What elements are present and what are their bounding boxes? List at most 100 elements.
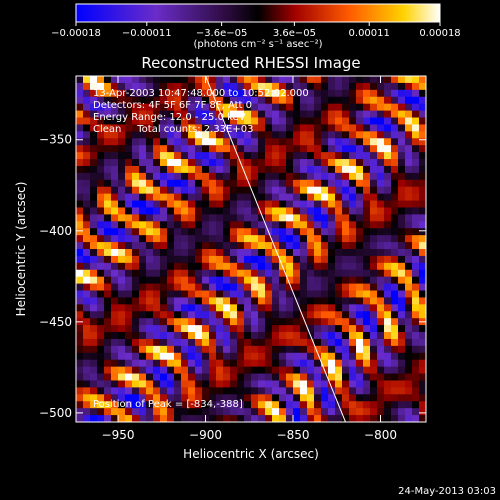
heatmap-cell [111,415,119,422]
heatmap-cell [139,297,147,305]
heatmap-cell [125,221,133,229]
heatmap-cell [125,283,133,292]
heatmap-cell [125,152,133,160]
heatmap-cell [258,214,266,222]
heatmap-cell [391,179,399,188]
heatmap-cell [258,117,266,126]
heatmap-cell [111,269,119,278]
heatmap-cell [370,283,378,292]
heatmap-cell [419,408,426,416]
heatmap-cell [244,207,252,215]
heatmap-cell [335,318,343,326]
heatmap-cell [412,103,420,112]
heatmap-cell [363,200,371,209]
heatmap-cell [209,269,217,278]
heatmap-cell [237,332,245,340]
heatmap-cell [363,242,371,250]
heatmap-cell [363,103,371,112]
heatmap-cell [90,186,98,195]
heatmap-cell [356,318,364,326]
heatmap-cell [300,200,308,209]
heatmap-cell [209,290,217,299]
heatmap-cell [104,415,112,422]
heatmap-cell [237,172,245,181]
heatmap-cell [160,332,168,340]
heatmap-cell [174,304,182,312]
heatmap-cell [83,89,91,98]
heatmap-cell [160,352,168,361]
heatmap-cell [125,415,133,422]
heatmap-cell [160,276,168,285]
heatmap-cell [153,172,161,181]
heatmap-cell [356,311,364,319]
heatmap-cell [237,214,245,222]
heatmap-cell [265,262,273,271]
annotation-energy: Energy Range: 12.0 - 25.0 keV [93,112,246,123]
heatmap-cell [83,352,91,361]
heatmap-cell [237,138,245,146]
heatmap-cell [377,207,385,215]
heatmap-cell [223,221,231,229]
heatmap-cell [118,394,126,402]
heatmap-cell [307,152,315,160]
heatmap-cell [160,415,168,422]
heatmap-cell [300,276,308,285]
heatmap-cell [307,124,315,132]
heatmap-cell [230,76,238,84]
heatmap-cell [146,138,154,146]
heatmap-cell [356,242,364,250]
heatmap-cell [398,249,406,257]
heatmap-cell [146,332,154,340]
heatmap-cell [370,297,378,305]
heatmap-cell [230,290,238,299]
heatmap-cell [111,207,119,215]
heatmap-cell [398,394,406,402]
heatmap-cell [265,318,273,326]
heatmap-cell [321,269,329,278]
heatmap-cell [167,338,175,347]
heatmap-cell [363,269,371,278]
heatmap-cell [104,359,112,368]
heatmap-cell [405,345,413,354]
heatmap-cell [370,352,378,361]
heatmap-cell [356,387,364,395]
heatmap-cell [398,159,406,167]
heatmap-cell [111,345,119,354]
heatmap-cell [349,207,357,215]
heatmap-cell [209,200,217,209]
heatmap-cell [286,283,294,292]
heatmap-cell [349,276,357,285]
heatmap-cell [307,165,315,174]
heatmap-cell [356,283,364,292]
heatmap-cell [279,269,287,278]
heatmap-cell [230,228,238,236]
heatmap-cell [412,345,420,354]
heatmap-cell [370,290,378,299]
heatmap-cell [398,152,406,160]
heatmap-cell [419,262,426,271]
heatmap-cell [76,103,84,112]
heatmap-cell [307,318,315,326]
heatmap-cell [342,200,350,209]
heatmap-cell [356,235,364,243]
heatmap-cell [307,89,315,98]
heatmap-cell [370,338,378,347]
heatmap-cell [118,131,126,139]
heatmap-cell [181,89,189,98]
heatmap-cell [139,117,147,126]
heatmap-cell [97,124,105,132]
heatmap-cell [174,235,182,243]
heatmap-cell [90,228,98,236]
heatmap-cell [139,325,147,333]
axis-ticks: −950 −900 −850 −800−350−400−450−500 [39,76,426,442]
heatmap-cell [139,214,147,222]
heatmap-cell [286,179,294,188]
heatmap-cell [405,276,413,285]
heatmap-cell [300,255,308,264]
heatmap-cell [342,228,350,236]
heatmap-cell [111,214,119,222]
heatmap-cell [265,352,273,361]
heatmap-cell [181,408,189,416]
heatmap-cell [223,262,231,271]
colorbar-tick-label: 0.00011 [349,28,390,39]
